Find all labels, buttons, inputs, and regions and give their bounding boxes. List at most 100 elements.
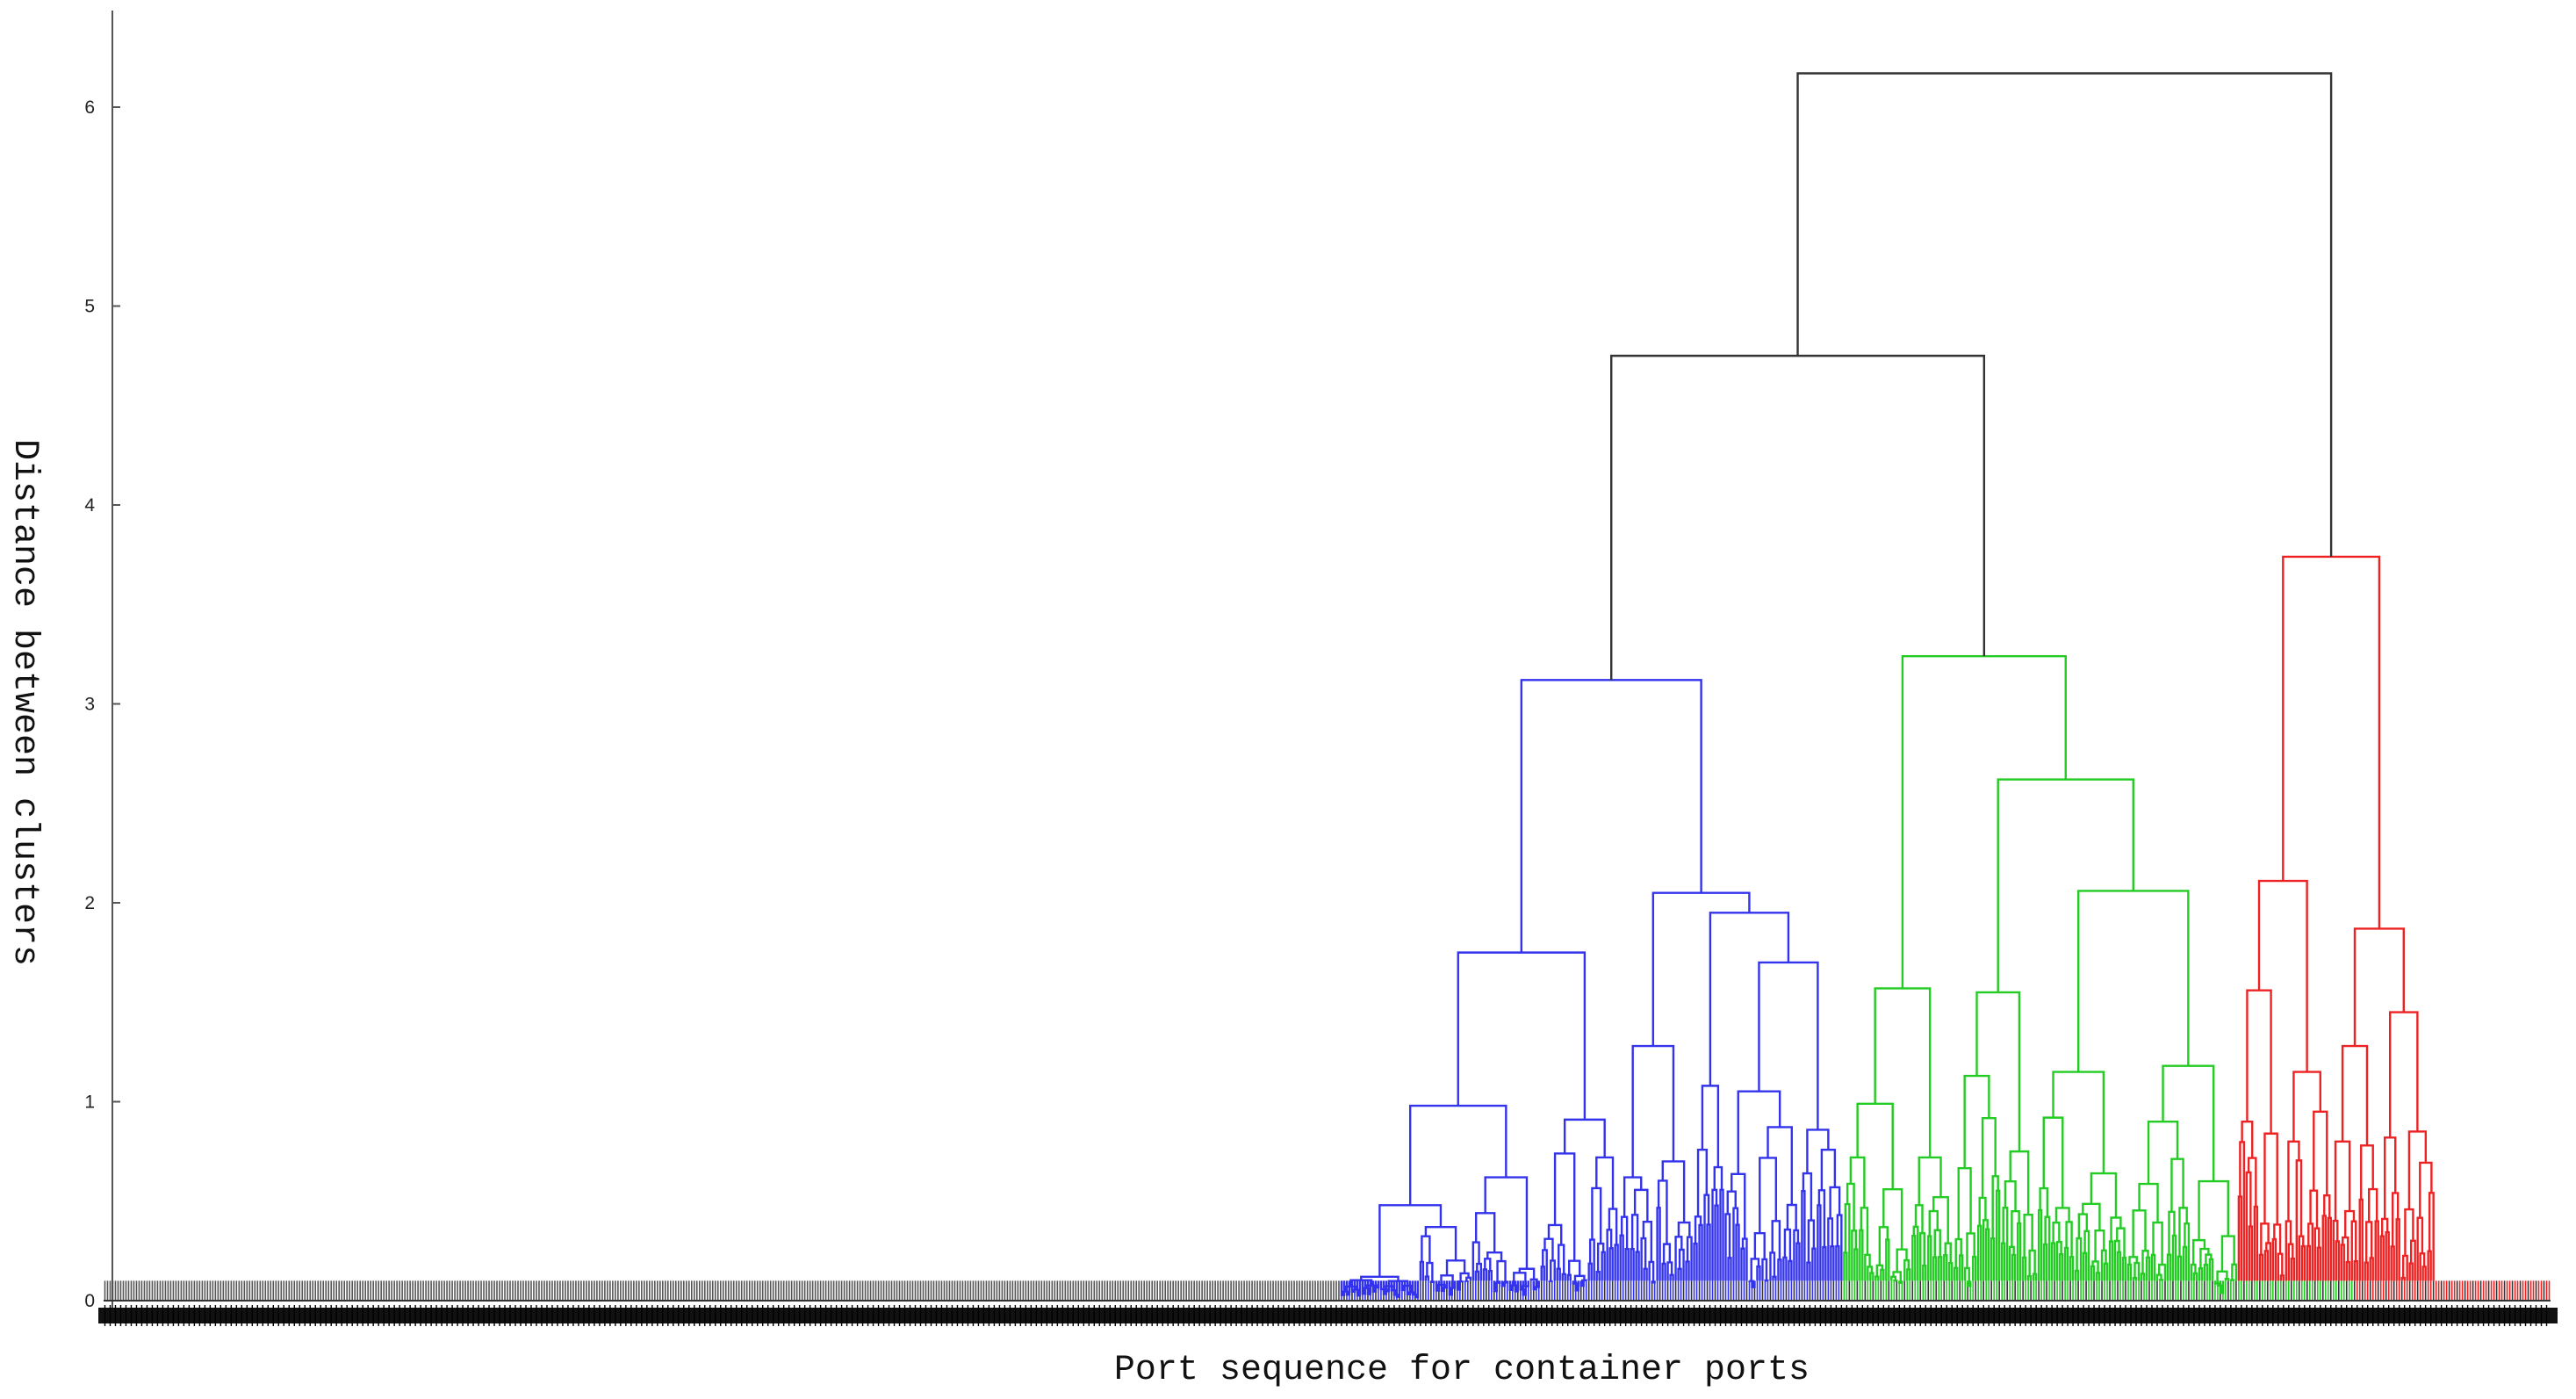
cluster-2-link xyxy=(2028,1249,2036,1277)
cluster-1-link xyxy=(1686,1236,1693,1281)
cluster-2-link xyxy=(1990,1237,1996,1281)
cluster-2-link xyxy=(2083,1230,2090,1281)
cluster-3-link xyxy=(2246,989,2272,1134)
cluster-1-link xyxy=(1558,1244,1565,1274)
cluster-3-link xyxy=(2241,1120,2254,1158)
cluster-2-link xyxy=(2224,1278,2230,1281)
cluster-2-link xyxy=(1948,1261,1954,1281)
cluster-1-link xyxy=(1648,1260,1655,1283)
cluster-1-link xyxy=(1532,1280,1537,1291)
cluster-3-link xyxy=(2313,1227,2321,1281)
cluster-1-link xyxy=(1553,1152,1576,1261)
x-axis-title: Port sequence for container ports xyxy=(1114,1351,1810,1390)
cluster-1-link xyxy=(1474,1212,1496,1253)
cluster-3-link xyxy=(2419,1252,2426,1281)
cluster-2-link xyxy=(2141,1250,2149,1274)
cluster-1-link xyxy=(1568,1259,1581,1276)
cluster-2-link xyxy=(1856,1102,1894,1190)
cluster-2-link xyxy=(1864,1253,1871,1281)
cluster-2-link xyxy=(2032,1273,2038,1281)
cluster-1-link xyxy=(1574,1280,1579,1292)
cluster-2-link xyxy=(1903,1258,1910,1281)
cluster-3-link xyxy=(2428,1192,2435,1281)
cluster-1-link xyxy=(1345,1280,1351,1296)
cluster-3-link xyxy=(2421,1266,2427,1281)
cluster-2-link xyxy=(1977,1224,1982,1281)
cluster-2-link xyxy=(1927,1235,1932,1281)
cluster-2-link xyxy=(2103,1262,2109,1281)
cluster-1-link xyxy=(1471,1241,1480,1281)
cluster-1-link xyxy=(1340,1280,1346,1296)
cluster-3-link xyxy=(2364,1261,2369,1281)
cluster-2-link xyxy=(2026,1275,2033,1281)
cluster-1-link xyxy=(1547,1223,1563,1245)
cluster-1-link xyxy=(1726,1190,1737,1215)
cluster-3-link xyxy=(2321,1215,2327,1281)
cluster-1-link xyxy=(1484,1258,1492,1272)
cluster-2-link xyxy=(2037,1208,2043,1281)
cluster-1-link xyxy=(1542,1249,1548,1281)
cluster-2-link xyxy=(1932,1196,1949,1244)
cluster-1-link xyxy=(1566,1273,1572,1281)
cluster-2-link xyxy=(2082,1251,2088,1281)
cluster-1-link xyxy=(1811,1247,1817,1281)
cluster-3-link xyxy=(2300,1244,2306,1281)
cluster-1-link xyxy=(1677,1221,1691,1237)
cluster-1-link xyxy=(1836,1214,1843,1281)
cluster-2-link xyxy=(1933,1229,1941,1258)
cluster-2-link xyxy=(1918,1156,1942,1206)
cluster-1-link xyxy=(1493,1280,1498,1293)
cluster-3-link xyxy=(2265,1242,2272,1281)
cluster-3-link xyxy=(2332,1219,2339,1281)
cluster-2-link xyxy=(2108,1240,2114,1281)
cluster-3-link xyxy=(2263,1132,2278,1225)
cluster-2-link xyxy=(1853,1248,1859,1281)
cluster-1-link xyxy=(1657,1179,1668,1244)
dendrogram-tree xyxy=(1340,72,2435,1299)
cluster-2-link xyxy=(1846,1182,1855,1231)
cluster-1-link xyxy=(1445,1259,1466,1276)
y-tick-label: 0 xyxy=(84,1291,95,1311)
cluster-1-link xyxy=(1360,1275,1400,1281)
cluster-3-link xyxy=(2353,927,2405,1047)
cluster-2-link xyxy=(1954,1237,1962,1268)
cluster-2-link xyxy=(2150,1253,2156,1281)
cluster-2-link xyxy=(2121,1257,2127,1281)
cluster-3-link xyxy=(2409,1239,2416,1281)
cluster-1-link xyxy=(1419,1260,1425,1281)
cluster-1-link xyxy=(1510,1284,1518,1292)
cluster-3-link xyxy=(2316,1246,2321,1281)
cluster-2-link xyxy=(2138,1182,2159,1223)
cluster-1-link xyxy=(1579,1280,1585,1287)
cluster-2-link xyxy=(1849,1156,1866,1208)
cluster-1-link xyxy=(1378,1204,1443,1277)
cluster-1-link xyxy=(1459,1272,1470,1282)
cluster-1-link xyxy=(1802,1172,1813,1221)
cluster-1-link xyxy=(1678,1248,1685,1281)
cluster-1-link xyxy=(1666,1261,1673,1281)
cluster-2-link xyxy=(2050,1242,2056,1281)
cluster-3-link xyxy=(2419,1161,2433,1218)
cluster-2-link xyxy=(1882,1187,1903,1250)
cluster-2-link xyxy=(2008,1245,2015,1281)
cluster-2-link xyxy=(2170,1157,2184,1212)
cluster-3-link xyxy=(2313,1110,2328,1196)
cluster-1-link xyxy=(1698,1223,1703,1281)
cluster-2-link xyxy=(2042,1116,2064,1208)
cluster-1-link xyxy=(1788,1259,1793,1281)
cluster-1-link xyxy=(1518,1267,1536,1280)
cluster-1-link xyxy=(1817,1204,1822,1281)
cluster-2-link xyxy=(1896,1248,1908,1273)
cluster-2-link xyxy=(2220,1235,2235,1272)
cluster-1-link xyxy=(1807,1219,1816,1263)
cluster-2-link xyxy=(1944,1242,1952,1264)
cluster-3-link xyxy=(2247,1157,2257,1208)
cluster-2-link xyxy=(2132,1209,2147,1258)
cluster-1-link xyxy=(1777,1258,1782,1281)
cluster-2-link xyxy=(2058,1252,2064,1281)
cluster-2-link xyxy=(1901,654,2067,989)
cluster-1-link xyxy=(1709,912,1790,1086)
cluster-2-link xyxy=(1963,1074,1990,1169)
cluster-1-link xyxy=(1674,1236,1683,1281)
cluster-1-link xyxy=(1786,1203,1797,1230)
